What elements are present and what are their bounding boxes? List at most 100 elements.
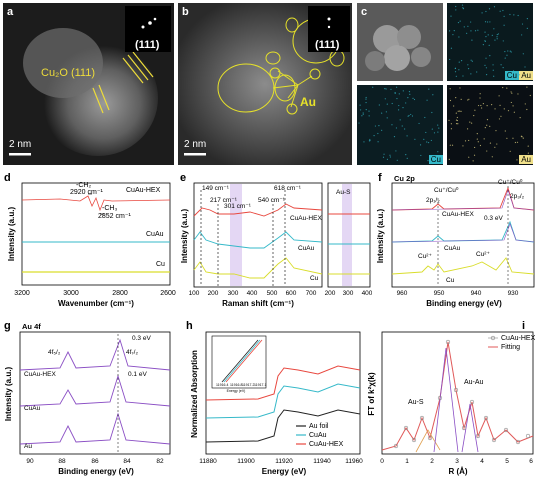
d-annotation-2: -CH₃ [102, 205, 117, 212]
panel-b-image [178, 3, 352, 165]
eds-dot [457, 123, 459, 125]
panel-e-chart: 149 cm⁻¹ 217 cm⁻¹ 301 cm⁻¹ 540 cm⁻¹ 618 … [180, 182, 373, 308]
eds-dot [493, 28, 495, 30]
eds-dot [483, 138, 485, 140]
f-xtick-1: 950 [434, 290, 445, 297]
eds-dot [460, 60, 463, 62]
eds-dot [503, 108, 505, 110]
eds-dot [477, 104, 480, 107]
eds-dot [450, 128, 453, 130]
eds-dot [471, 60, 473, 62]
eds-dot [395, 150, 397, 152]
eds-dot [462, 75, 464, 77]
i-legend-1: Fitting [501, 344, 520, 351]
eds-dot [506, 137, 508, 139]
h-inset-xtick-1: 11916.8 [230, 383, 242, 387]
eds-dot [454, 71, 457, 73]
eds-dot [448, 30, 451, 32]
eds-dot [500, 115, 502, 117]
e-xtick-1: 200 [208, 290, 219, 297]
eds-dot [489, 55, 491, 57]
eds-dot [498, 95, 500, 97]
panel-e-label: e [180, 172, 187, 184]
eds-dot [510, 91, 512, 93]
eds-dot [485, 57, 487, 59]
eds-dot [529, 94, 531, 97]
eds-dot [468, 156, 470, 158]
eds-dot [524, 103, 526, 105]
eds-dot [494, 108, 496, 110]
eds-dot [468, 139, 470, 142]
panel-c-map-cu: Cu [357, 85, 443, 165]
eds-dot [396, 97, 398, 100]
panel-d-chart: CuAu-HEX CuAu Cu -CH₂ 2920 cm⁻¹ -CH₃ 285… [7, 182, 176, 308]
eds-dot [466, 128, 469, 130]
e-series-label-2: Cu [310, 275, 319, 282]
eds-dot [449, 99, 452, 102]
eds-dot [496, 36, 498, 38]
h-xtick-0: 11880 [199, 458, 217, 465]
i-annotation-1: Au-Au [464, 379, 484, 386]
eds-dot [462, 145, 464, 147]
eds-dot [372, 86, 374, 88]
eds-dot [516, 141, 519, 143]
panel-c-label: c [361, 6, 368, 18]
h-inset-xtick-3: 11917.1 [254, 383, 266, 387]
eds-dot [451, 144, 454, 146]
g-ylabel: Intensity (a.u.) [4, 367, 13, 422]
eds-dot [491, 34, 493, 36]
i-data-point [427, 435, 433, 441]
d-xlabel: Wavenumber (cm⁻¹) [58, 299, 134, 308]
eds-dot [412, 97, 414, 100]
eds-dot [467, 68, 470, 70]
eds-dot [362, 112, 364, 114]
panel-b-scalebar: 2 nm [184, 139, 207, 150]
d-series-label-0: CuAu-HEX [126, 187, 161, 194]
eds-dot [486, 150, 488, 152]
d-xtick-1: 3000 [63, 290, 79, 297]
eds-dot [517, 93, 519, 95]
eds-dot [525, 74, 527, 76]
eds-dot [391, 124, 393, 126]
eds-dot [398, 93, 400, 95]
eds-dot [455, 5, 457, 8]
e-annotation-2: 301 cm⁻¹ [224, 203, 252, 210]
eds-dot [369, 138, 371, 141]
eds-dot [522, 137, 524, 139]
eds-dot [502, 67, 504, 69]
eds-dot [484, 21, 487, 23]
eds-dot [488, 44, 490, 46]
eds-dot [361, 115, 363, 117]
eds-dot [470, 59, 472, 61]
i-xtick-2: 2 [430, 458, 434, 465]
eds-dot [496, 143, 498, 145]
i-xtick-4: 4 [480, 458, 484, 465]
g-xlabel: Binding energy (eV) [58, 467, 134, 476]
eds-dot [430, 139, 432, 142]
panel-g-label: g [4, 320, 11, 332]
eds-dot [377, 141, 379, 143]
panel-c-dots [358, 4, 531, 162]
eds-dot [426, 99, 428, 101]
i-ylabel: FT of k²χ(k) [367, 372, 376, 416]
eds-dot [504, 57, 506, 59]
eds-dot [399, 119, 401, 121]
eds-dot [428, 88, 430, 90]
eds-dot [460, 98, 462, 100]
eds-dot [476, 133, 478, 135]
eds-dot [509, 13, 511, 16]
eds-dot [382, 156, 385, 158]
eds-dot [480, 104, 482, 107]
eds-dot [455, 97, 457, 99]
eds-dot [449, 144, 451, 146]
i-data-point [475, 433, 481, 439]
eds-dot [377, 132, 379, 135]
eds-dot [365, 108, 367, 111]
eds-dot [470, 73, 472, 75]
eds-dot [502, 40, 504, 42]
eds-dot [477, 29, 479, 31]
eds-dot [378, 104, 380, 106]
e-xtick-3: 400 [247, 290, 258, 297]
eds-dot [516, 159, 518, 161]
eds-dot [503, 24, 505, 26]
